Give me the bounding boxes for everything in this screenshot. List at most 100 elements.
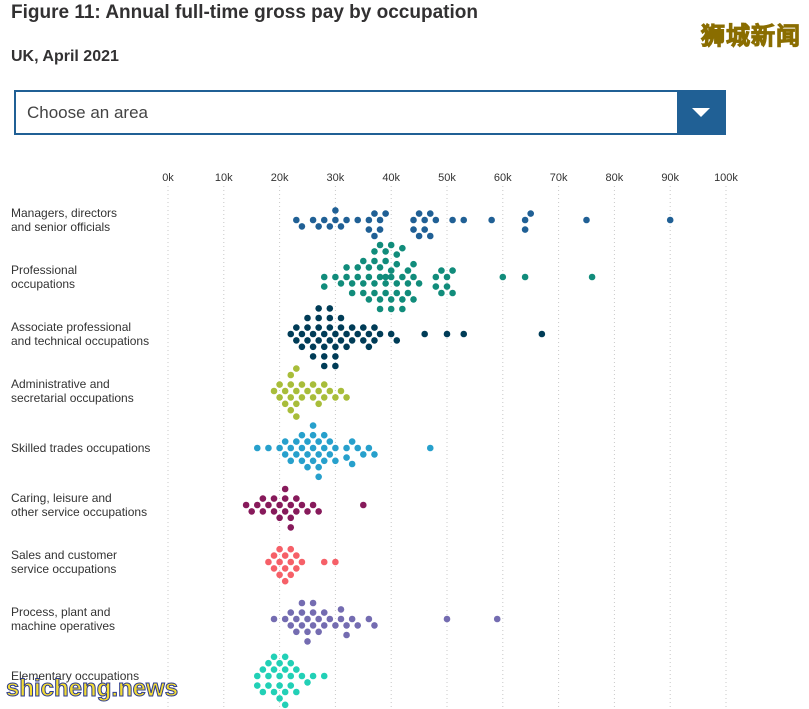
- data-point: [404, 267, 412, 274]
- data-point: [265, 672, 272, 680]
- data-point: [287, 609, 295, 616]
- data-point: [309, 330, 317, 338]
- data-point: [298, 672, 306, 680]
- data-point: [270, 688, 278, 696]
- data-point: [293, 666, 300, 673]
- data-point: [354, 330, 362, 338]
- data-point: [259, 495, 267, 502]
- area-select-value: Choose an area: [27, 103, 148, 122]
- data-point: [371, 289, 378, 297]
- data-point: [365, 226, 373, 233]
- data-point: [293, 324, 300, 331]
- data-point: [332, 343, 339, 351]
- data-point: [343, 622, 350, 629]
- data-point: [360, 501, 367, 509]
- area-select[interactable]: Choose an area: [14, 90, 726, 135]
- data-point: [343, 343, 350, 351]
- category-label: machine operatives: [11, 619, 115, 633]
- data-point: [382, 257, 389, 265]
- data-point: [287, 682, 295, 689]
- data-point: [276, 571, 283, 579]
- data-point: [337, 280, 345, 287]
- data-point: [309, 609, 317, 616]
- data-point: [521, 216, 529, 224]
- data-point: [298, 599, 306, 607]
- data-point: [315, 615, 322, 623]
- data-point: [265, 682, 272, 689]
- data-point: [365, 615, 373, 623]
- data-point: [365, 216, 373, 224]
- data-point: [365, 264, 373, 271]
- data-point: [387, 296, 395, 303]
- data-point: [387, 305, 395, 313]
- data-point: [293, 337, 300, 344]
- data-point: [287, 622, 295, 629]
- data-point: [354, 273, 362, 281]
- category-label: Elementary occupations: [11, 669, 139, 683]
- area-select-toggle[interactable]: [677, 92, 724, 133]
- data-point: [343, 264, 350, 271]
- data-point: [276, 381, 283, 388]
- data-point: [521, 273, 529, 281]
- x-tick-label: 20k: [271, 172, 289, 184]
- data-point: [382, 289, 389, 297]
- data-point: [281, 508, 289, 515]
- data-points: [242, 207, 674, 709]
- data-point: [287, 444, 295, 452]
- data-point: [253, 682, 261, 689]
- data-point: [332, 330, 339, 338]
- data-point: [315, 223, 322, 230]
- data-point: [337, 337, 345, 344]
- data-point: [304, 387, 311, 395]
- data-point: [438, 267, 445, 274]
- data-point: [365, 330, 373, 338]
- data-point: [270, 615, 278, 623]
- data-point: [387, 267, 395, 274]
- data-point: [304, 628, 311, 636]
- data-point: [259, 508, 267, 515]
- data-point: [320, 353, 328, 360]
- data-point: [421, 216, 428, 224]
- data-point: [488, 216, 495, 224]
- data-point: [320, 343, 328, 351]
- data-point: [287, 406, 295, 414]
- data-point: [309, 622, 317, 629]
- data-point: [270, 552, 278, 559]
- data-point: [315, 305, 322, 312]
- data-point: [332, 622, 339, 629]
- data-point: [449, 216, 456, 224]
- data-point: [382, 273, 389, 281]
- data-point: [348, 615, 356, 623]
- x-tick-label: 10k: [215, 172, 233, 184]
- x-tick-label: 30k: [327, 172, 345, 184]
- data-point: [320, 381, 328, 388]
- data-point: [410, 226, 417, 233]
- category-label: other service occupations: [11, 505, 147, 519]
- data-point: [265, 659, 272, 667]
- data-point: [265, 558, 272, 566]
- data-point: [281, 653, 289, 661]
- data-point: [326, 337, 334, 344]
- data-point: [281, 666, 289, 673]
- data-point: [410, 260, 417, 268]
- data-point: [287, 659, 295, 667]
- data-point: [393, 337, 401, 344]
- data-point: [287, 371, 295, 379]
- data-point: [298, 622, 306, 629]
- data-point: [315, 463, 322, 471]
- data-point: [393, 280, 401, 287]
- data-point: [348, 289, 356, 297]
- chevron-down-icon: [691, 108, 710, 117]
- data-point: [332, 394, 339, 401]
- category-label: Associate professional: [11, 320, 131, 334]
- data-point: [259, 688, 267, 696]
- data-point: [259, 666, 267, 673]
- data-point: [281, 438, 289, 445]
- data-point: [276, 444, 283, 452]
- category-label: Professional: [11, 263, 77, 277]
- data-point: [253, 672, 261, 680]
- data-point: [443, 273, 451, 281]
- watermark-logo-bottom: shicheng.news: [5, 675, 179, 703]
- data-point: [287, 501, 295, 509]
- data-point: [326, 314, 334, 322]
